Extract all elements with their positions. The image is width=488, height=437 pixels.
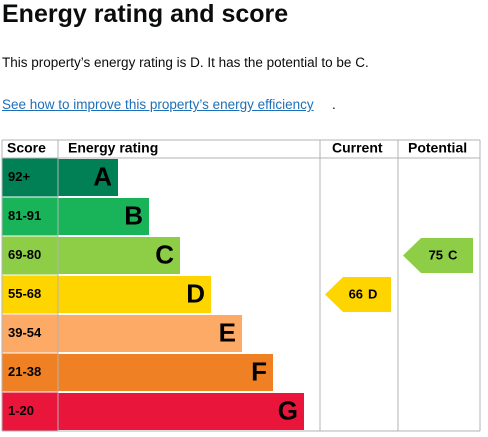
band-letter: C (155, 239, 174, 269)
band-bar (58, 393, 304, 430)
score-label: 55-68 (8, 286, 41, 301)
band-bar (58, 159, 118, 196)
score-label: 1-20 (8, 403, 34, 418)
band-letter: B (124, 200, 143, 230)
band-bar (58, 354, 273, 391)
band-letter: G (278, 395, 298, 425)
band-bar (58, 276, 211, 313)
score-label: 39-54 (8, 325, 42, 340)
score-cell (1, 274, 59, 315)
score-label: 21-38 (8, 364, 41, 379)
potential-letter: C (448, 248, 458, 263)
band-bar (58, 237, 180, 274)
column-header: Energy rating (68, 140, 158, 156)
band-letter: A (93, 161, 112, 191)
current-arrow (325, 277, 391, 312)
score-label: 92+ (8, 169, 30, 184)
column-header: Current (332, 140, 383, 156)
improve-link[interactable]: See how to improve this property’s energ… (2, 97, 314, 112)
column-header: Potential (408, 140, 467, 156)
band-letter: F (251, 356, 267, 386)
column-header: Score (7, 140, 46, 156)
potential-value: 75 (429, 248, 443, 263)
potential-arrow (403, 238, 473, 273)
band-bar (58, 198, 149, 235)
epc-chart: Score Energy rating Current Potential 92+ A 81… (1, 139, 481, 432)
score-label: 81-91 (8, 208, 41, 223)
current-letter: D (368, 287, 377, 302)
intro-text: This property’s energy rating is D. It h… (2, 55, 369, 70)
current-label: 66 D (349, 287, 378, 302)
title: Energy rating and score (2, 0, 289, 28)
link-suffix: . (332, 97, 336, 112)
band-bar (58, 315, 242, 352)
band-letter: E (219, 317, 236, 347)
current-value: 66 (349, 287, 363, 302)
band-letter: D (186, 278, 205, 308)
score-label: 69-80 (8, 247, 41, 262)
potential-label: 75 C (429, 248, 458, 263)
score-cell (1, 391, 59, 432)
